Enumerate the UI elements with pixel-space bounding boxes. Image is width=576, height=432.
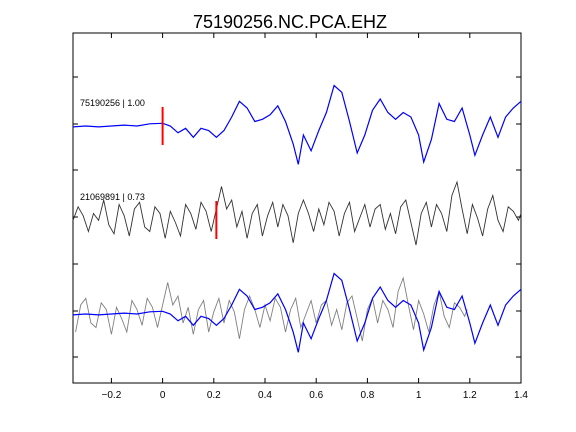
plot-frame	[72, 32, 522, 384]
x-tick-label: 1.2	[463, 390, 477, 401]
trace-labels: 75190256 | 1.00 21069891 | 0.73	[80, 98, 145, 202]
overlay-blue-line	[72, 272, 522, 353]
x-tick-label: 0.2	[207, 390, 221, 401]
trace-group	[72, 84, 522, 353]
trace-21069891-line	[72, 180, 522, 246]
x-tick-label: −0.2	[102, 390, 122, 401]
x-tick-label: 0.6	[309, 390, 323, 401]
trace-75190256-line	[72, 84, 522, 165]
trace-label-21069891: 21069891 | 0.73	[80, 192, 145, 202]
x-tick-label: 1	[416, 390, 422, 401]
x-tick-label: 0.4	[258, 390, 272, 401]
x-tick-label: 0.8	[360, 390, 374, 401]
y-tick-marks	[73, 76, 521, 358]
overlay-gray-line	[75, 276, 468, 342]
chart-title: 75190256.NC.PCA.EHZ	[193, 12, 387, 32]
x-axis: −0.2 0 0.2 0.4 0.6 0.8 1 1.2 1.4	[102, 33, 528, 401]
x-tick-label: 0	[160, 390, 166, 401]
x-tick-label: 1.4	[514, 390, 528, 401]
trace-label-75190256: 75190256 | 1.00	[80, 98, 145, 108]
